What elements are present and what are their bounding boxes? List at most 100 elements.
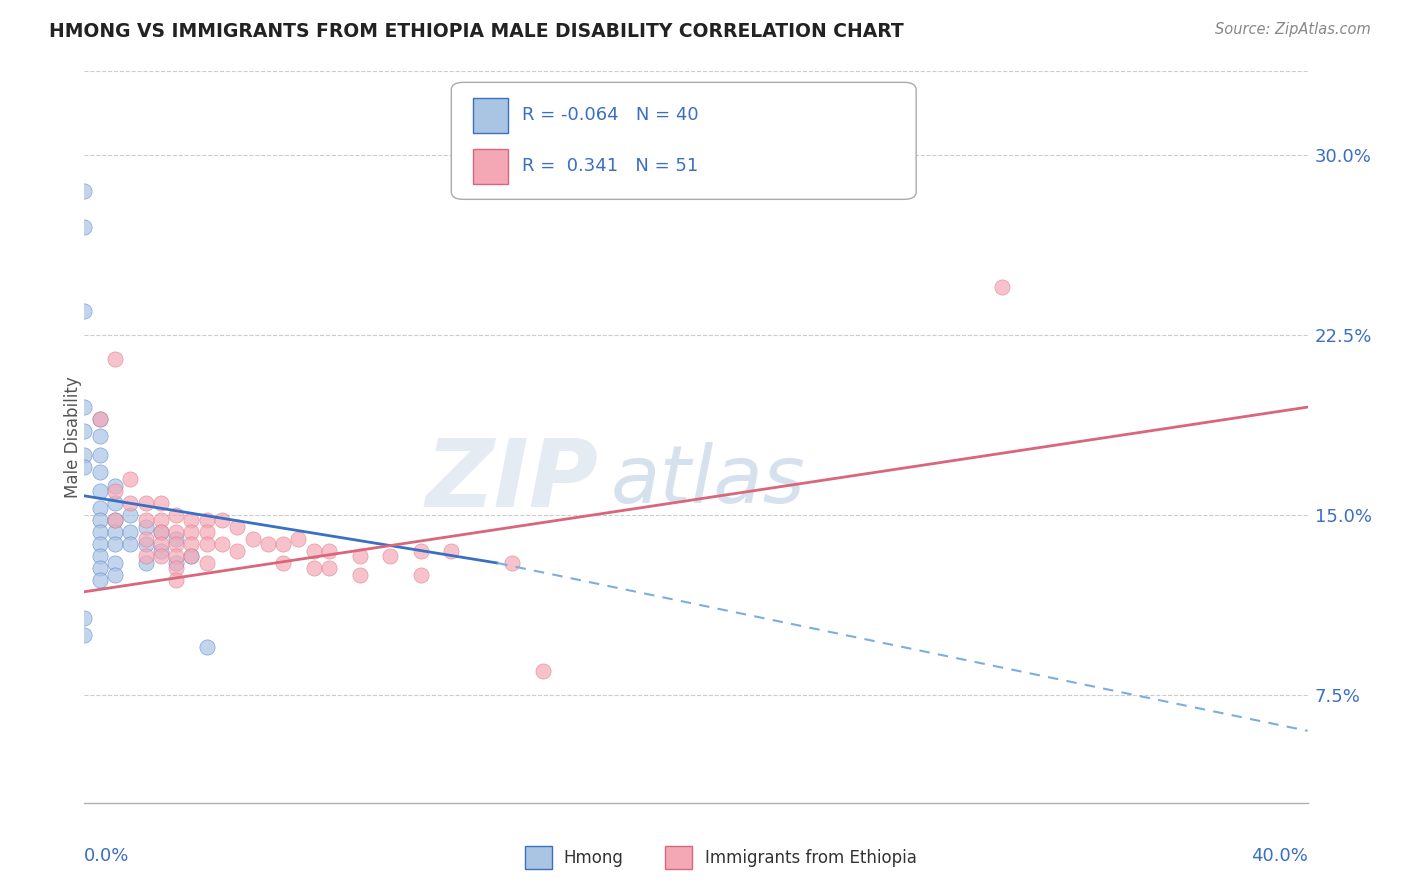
Point (120, 472, 142, 486)
Point (104, 537, 127, 551)
Point (195, 524, 218, 539)
Point (120, 508, 142, 522)
Point (180, 524, 202, 539)
Point (89, 429, 111, 443)
Point (73, 628, 96, 642)
Point (73, 460, 96, 475)
Point (211, 537, 233, 551)
Bar (474, 149, 508, 184)
Point (120, 537, 142, 551)
Point (135, 520, 157, 534)
Point (302, 561, 325, 575)
Point (104, 568, 127, 582)
Point (89, 537, 111, 551)
Point (89, 561, 111, 575)
Text: Immigrants from Ethiopia: Immigrants from Ethiopia (704, 848, 917, 867)
Point (73, 184, 96, 198)
Point (502, 556, 524, 570)
Point (104, 524, 127, 539)
Point (226, 520, 249, 534)
Point (211, 513, 233, 527)
Bar (524, 846, 551, 870)
Point (409, 568, 432, 582)
Point (135, 513, 157, 527)
FancyBboxPatch shape (451, 82, 917, 200)
Point (226, 544, 249, 558)
Text: 40.0%: 40.0% (1251, 847, 1308, 865)
Point (165, 556, 187, 570)
Bar (665, 846, 692, 870)
Point (73, 424, 96, 438)
Point (531, 664, 554, 678)
Point (180, 549, 202, 563)
Point (104, 556, 127, 570)
Point (73, 611, 96, 625)
Point (257, 537, 280, 551)
Text: ZIP: ZIP (425, 435, 598, 527)
Point (165, 561, 187, 575)
Point (165, 537, 187, 551)
Point (89, 549, 111, 563)
Point (195, 640, 218, 654)
Point (73, 220, 96, 235)
Point (409, 544, 432, 558)
Point (165, 573, 187, 587)
Point (89, 412, 111, 426)
Point (89, 412, 111, 426)
Point (89, 448, 111, 462)
Point (89, 483, 111, 498)
Point (165, 524, 187, 539)
Point (89, 524, 111, 539)
Point (149, 524, 172, 539)
Point (271, 537, 294, 551)
Point (349, 549, 371, 563)
Point (135, 549, 157, 563)
Point (120, 524, 142, 539)
Text: 0.0%: 0.0% (84, 847, 129, 865)
Point (242, 532, 264, 546)
Point (89, 573, 111, 587)
Point (73, 448, 96, 462)
Point (180, 549, 202, 563)
Point (89, 500, 111, 515)
Text: atlas: atlas (610, 442, 806, 520)
Point (349, 568, 371, 582)
Point (195, 537, 218, 551)
Point (149, 549, 172, 563)
Point (135, 532, 157, 546)
Point (104, 513, 127, 527)
Point (440, 544, 463, 558)
Text: Hmong: Hmong (564, 848, 624, 867)
Point (104, 483, 127, 498)
Point (165, 532, 187, 546)
Point (380, 549, 402, 563)
Point (271, 556, 294, 570)
Point (149, 544, 172, 558)
Text: R = -0.064   N = 40: R = -0.064 N = 40 (522, 106, 699, 124)
Point (149, 537, 172, 551)
Point (135, 496, 157, 510)
Point (104, 513, 127, 527)
Point (195, 513, 218, 527)
Point (165, 549, 187, 563)
Point (104, 496, 127, 510)
Text: Source: ZipAtlas.com: Source: ZipAtlas.com (1215, 22, 1371, 37)
Point (73, 400, 96, 414)
Point (302, 544, 325, 558)
Point (991, 280, 1014, 294)
Text: R =  0.341   N = 51: R = 0.341 N = 51 (522, 158, 699, 176)
Point (149, 496, 172, 510)
Point (180, 513, 202, 527)
Point (318, 544, 340, 558)
Point (318, 561, 340, 575)
Point (135, 537, 157, 551)
Bar (474, 98, 508, 133)
Point (180, 537, 202, 551)
Point (104, 479, 127, 493)
Point (195, 556, 218, 570)
Point (89, 465, 111, 479)
Point (149, 513, 172, 527)
Point (135, 556, 157, 570)
Point (89, 513, 111, 527)
Point (287, 532, 309, 546)
